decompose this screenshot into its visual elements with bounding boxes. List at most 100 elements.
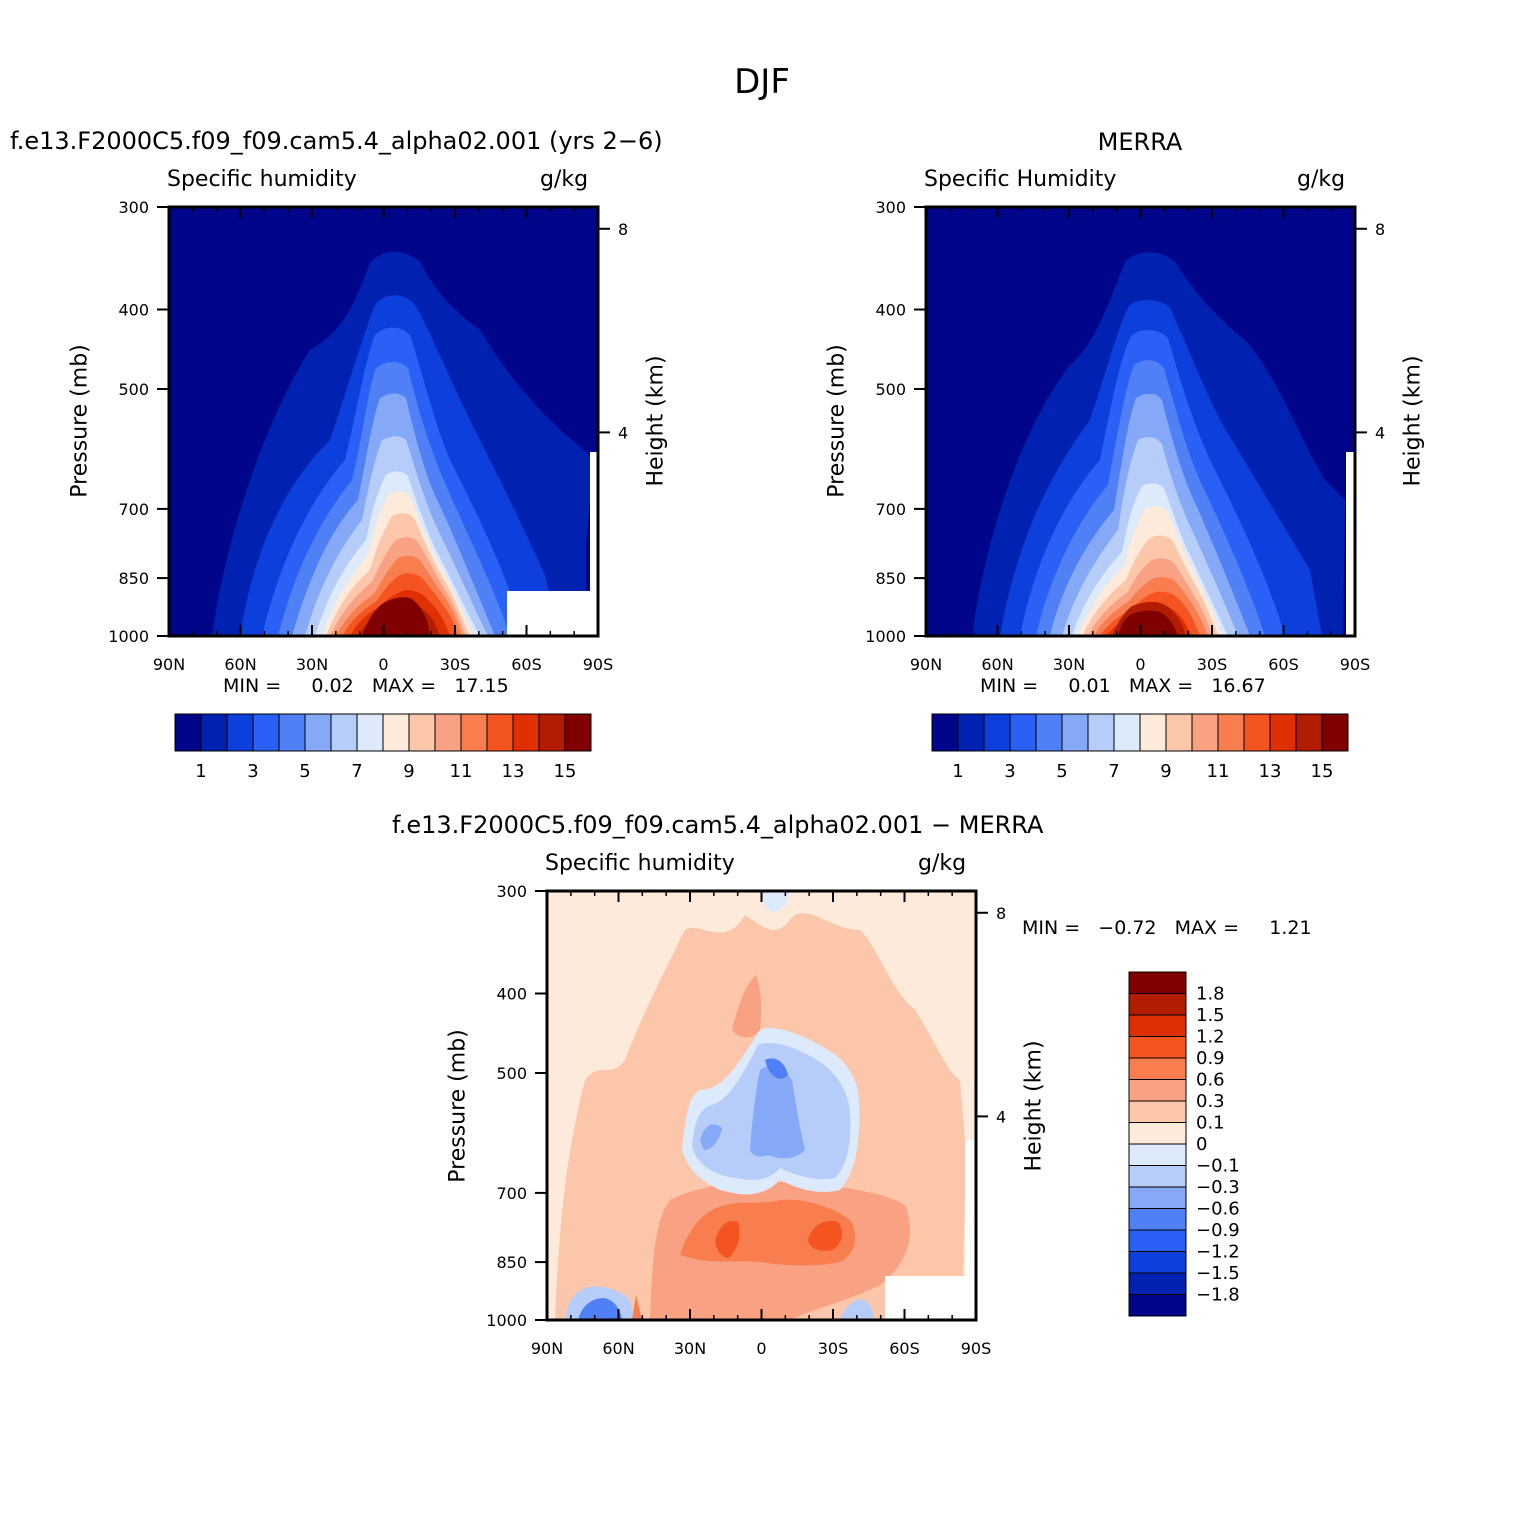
missing-data-patch [885,1276,976,1320]
colorbar-label: 7 [351,761,362,782]
x-tick-label: 60S [511,655,542,674]
y-tick-label: 850 [875,569,906,588]
colorbar-swatch [1139,713,1167,752]
y-tick-label: 300 [496,882,527,901]
min-value: 0.02 [311,675,354,697]
colorbar-label: 5 [299,761,310,782]
y-tick-label: 500 [496,1064,527,1083]
colorbar-swatch [1128,1229,1187,1252]
colorbar-swatch [1217,713,1245,752]
colorbar-label: 11 [450,761,473,782]
colorbar-swatch [1009,713,1037,752]
colorbar-swatch [564,713,592,752]
colorbar-swatch [1128,1272,1187,1295]
missing-data-patch [507,591,598,636]
x-tick-label: 30S [818,1339,849,1358]
colorbar-swatch [1128,1014,1187,1037]
y2-tick-label: 4 [996,1107,1006,1126]
panel3-units: g/kg [918,851,967,876]
x-tick-label: 90S [1340,655,1371,674]
colorbar-label: 15 [554,761,577,782]
colorbar-swatch [408,713,436,752]
panel2-axes: 90N 60N 30N 0 30S 60S 90S 300 400 500 700 850 1000 8 4 [865,198,1385,674]
colorbar-swatch [1128,1036,1187,1059]
min-label: MIN = [980,675,1039,697]
y-tick-label: 700 [875,500,906,519]
colorbar-label: −1.5 [1196,1263,1240,1284]
x-tick-label: 60N [981,655,1013,674]
colorbar-swatch [486,713,514,752]
colorbar-swatch [1128,1294,1187,1317]
y2-tick-label: 8 [996,904,1006,923]
max-label: MAX = [1174,917,1240,939]
colorbar-swatch [200,713,228,752]
y-tick-label: 300 [118,198,149,217]
colorbar-label: 7 [1108,761,1119,782]
x-tick-label: 60N [224,655,256,674]
y-tick-label: 850 [118,569,149,588]
colorbar-label: −0.1 [1196,1156,1240,1177]
panel2-field [926,207,1355,636]
panel1-title: f.e13.F2000C5.f09_f09.cam5.4_alpha02.001… [10,127,663,155]
y-tick-label: 1000 [486,1311,527,1330]
y-tick-label: 700 [118,500,149,519]
x-tick-label: 30N [296,655,328,674]
y2-tick-label: 8 [1375,220,1385,239]
panel2-title: MERRA [1097,128,1183,156]
colorbar-label: 0.1 [1196,1113,1225,1134]
max-label: MAX = [1128,675,1194,697]
y-tick-label: 1000 [865,627,906,646]
colorbar-swatch [1128,971,1187,994]
colorbar-label: −0.6 [1196,1199,1240,1220]
x-tick-label: 0 [756,1339,766,1358]
colorbar-swatch [1128,1186,1187,1209]
panel3-title: f.e13.F2000C5.f09_f09.cam5.4_alpha02.001… [392,811,1044,839]
y2-tick-label: 8 [618,220,628,239]
contour-0.9b [808,1220,843,1251]
max-value: 1.21 [1269,917,1312,939]
min-label: MIN = [223,675,282,697]
colorbar-swatch [1035,713,1063,752]
panel3-colorbar: 1.81.51.20.90.60.30.10−0.1−0.3−0.6−0.9−1… [1128,971,1240,1317]
min-label: MIN = [1022,917,1081,939]
colorbar-label: 0 [1196,1134,1207,1155]
contour-0.3a [732,975,762,1038]
panel1-colorbar: 1 3 5 7 9 11 13 15 [174,713,592,782]
colorbar-label: 1.8 [1196,984,1225,1005]
x-tick-label: 90N [153,655,185,674]
colorbar-swatch [1321,713,1349,752]
min-value: −0.72 [1098,917,1157,939]
colorbar-label: −1.8 [1196,1285,1240,1306]
colorbar-swatch [957,713,985,752]
colorbar-label: 0.6 [1196,1070,1225,1091]
max-value: 16.67 [1211,675,1266,697]
x-tick-label: 30N [674,1339,706,1358]
x-tick-label: 60S [889,1339,920,1358]
x-tick-label: 90S [961,1339,992,1358]
panel1-left-label: Specific humidity [167,167,357,192]
colorbar-swatch [1191,713,1219,752]
colorbar-label: −1.2 [1196,1242,1240,1263]
y-tick-label: 500 [118,380,149,399]
colorbar-swatch [931,713,959,752]
colorbar-swatch [512,713,540,752]
colorbar-swatch [304,713,332,752]
min-value: 0.01 [1068,675,1111,697]
y-tick-label: 850 [496,1253,527,1272]
contour-low-pos [632,1295,642,1320]
colorbar-swatch [1113,713,1141,752]
x-tick-label: 30S [1197,655,1228,674]
x-tick-label: 60N [602,1339,634,1358]
colorbar-swatch [330,713,358,752]
colorbar-label: 1 [195,761,206,782]
contour-low-neg2 [578,1298,622,1320]
colorbar-label: −0.9 [1196,1220,1240,1241]
panel2-stats: MIN = 0.01 MAX = 16.67 [980,675,1266,697]
max-label: MAX = [371,675,437,697]
panel3-stats: MIN = −0.72 MAX = 1.21 [1022,917,1312,939]
colorbar-swatch [983,713,1011,752]
y2-tick-label: 4 [1375,423,1385,442]
x-tick-label: 30N [1053,655,1085,674]
colorbar-label: −0.3 [1196,1177,1240,1198]
colorbar-label: 5 [1056,761,1067,782]
